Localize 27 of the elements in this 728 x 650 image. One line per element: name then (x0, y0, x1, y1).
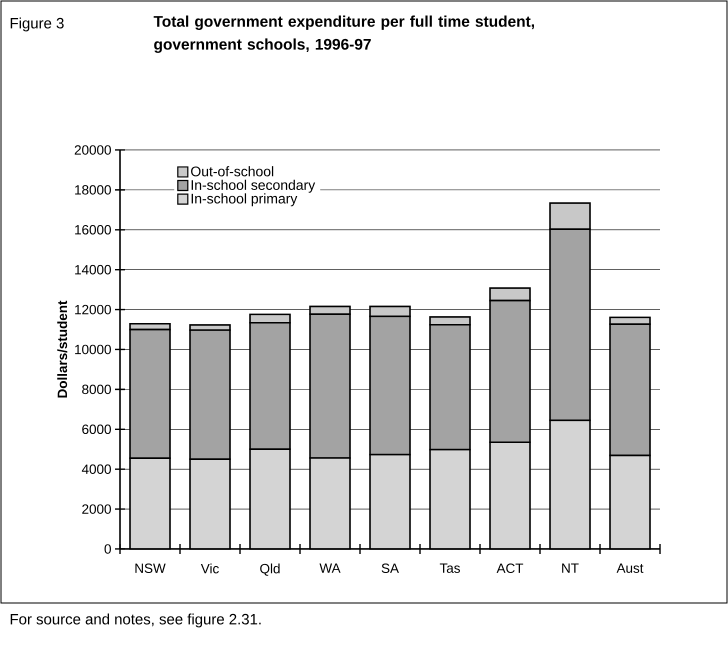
text: For source and notes, see figure 2.31. (10, 614, 261, 628)
x-tick-label: NSW (135, 564, 166, 574)
y-tick-label: 8000 (82, 384, 111, 394)
y-tick-label: 20000 (74, 145, 111, 155)
y-tick-label: 10000 (75, 344, 111, 354)
x-tick-label: ACT (496, 564, 524, 574)
chart-title: Total government expenditure per full time student, government schools, 1996-97 (154, 16, 534, 53)
y-tick-label: 4000 (82, 464, 111, 474)
x-tick-label: NT (562, 564, 579, 573)
legend-label: Out-of-school (191, 166, 274, 176)
y-tick-label: 6000 (82, 424, 111, 434)
x-tick-label: Tas (440, 564, 460, 573)
x-tick-label: Qld (260, 564, 280, 576)
x-tick-label: SA (382, 564, 399, 574)
y-tick-label: 16000 (75, 225, 111, 235)
x-tick-label: Aust (616, 564, 644, 573)
y-tick-label: 0 (104, 544, 111, 554)
legend-label: In-school primary (192, 193, 298, 206)
y-tick-label: 14000 (75, 264, 111, 274)
y-axis-title: Dollars/student (57, 300, 68, 398)
y-tick-label: 12000 (75, 304, 111, 314)
x-tick-label: Vic (200, 564, 219, 574)
y-tick-label: 18000 (75, 185, 111, 195)
x-tick-label: WA (319, 564, 341, 573)
caption: Figure 3 (10, 18, 64, 32)
y-tick-label: 2000 (82, 504, 111, 514)
legend-label: In-school secondary (192, 180, 316, 193)
